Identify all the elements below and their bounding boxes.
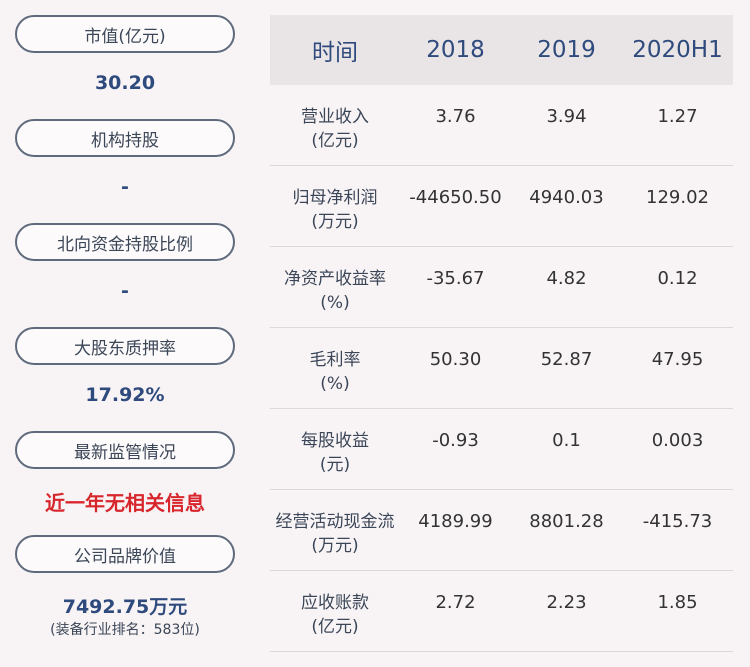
table-cell: 47.95 xyxy=(651,349,704,370)
brand-value-label: 公司品牌价值 xyxy=(15,535,235,573)
financial-table: 时间 2018 2019 2020H1 营业收入 (亿元) 3.76 3.94 1… xyxy=(270,15,733,652)
institution-holding-label: 机构持股 xyxy=(15,119,235,157)
table-cell: 0.003 xyxy=(651,430,704,451)
table-row: 经营活动现金流 (万元) 4189.99 8801.28 -415.73 xyxy=(270,490,733,571)
table-row: 每股收益 (元) -0.93 0.1 0.003 xyxy=(270,409,733,490)
northbound-ratio-value: - xyxy=(121,280,129,302)
market-cap-value: 30.20 xyxy=(94,72,156,94)
table-cell: 129.02 xyxy=(646,187,709,208)
row-label: 营业收入 (亿元) xyxy=(301,107,369,151)
table-cell: 1.27 xyxy=(657,106,698,127)
table-cell: 2.23 xyxy=(546,592,587,613)
table-cell: 52.87 xyxy=(540,349,593,370)
row-label: 应收账款 (亿元) xyxy=(301,593,369,637)
institution-holding-value: - xyxy=(121,176,129,198)
header-2019: 2019 xyxy=(537,37,596,63)
table-row: 毛利率 (%) 50.30 52.87 47.95 xyxy=(270,328,733,409)
table-cell: 3.76 xyxy=(435,106,476,127)
header-2018: 2018 xyxy=(426,37,485,63)
table-cell: 4189.99 xyxy=(418,511,493,532)
table-cell: 8801.28 xyxy=(529,511,604,532)
brand-rank-note: (装备行业排名：583位) xyxy=(50,622,200,638)
table-cell: -415.73 xyxy=(642,511,713,532)
brand-value-value: 7492.75万元 xyxy=(62,596,188,618)
regulatory-status-value: 近一年无相关信息 xyxy=(45,491,205,515)
table-cell: -0.93 xyxy=(432,430,479,451)
row-label: 归母净利润 (万元) xyxy=(292,188,378,232)
row-label: 净资产收益率 (%) xyxy=(284,269,386,313)
pledge-ratio-value: 17.92% xyxy=(85,384,165,406)
market-cap-label: 市值(亿元) xyxy=(15,15,235,53)
pledge-ratio-label: 大股东质押率 xyxy=(15,327,235,365)
table-cell: 1.85 xyxy=(657,592,698,613)
table-header: 时间 2018 2019 2020H1 xyxy=(270,15,733,85)
header-time: 时间 xyxy=(312,40,358,66)
table-cell: -35.67 xyxy=(426,268,485,289)
row-label: 每股收益 (元) xyxy=(301,431,369,475)
table-cell: 4940.03 xyxy=(529,187,604,208)
table-cell: 3.94 xyxy=(546,106,587,127)
row-label: 经营活动现金流 (万元) xyxy=(275,512,395,556)
northbound-ratio-label: 北向资金持股比例 xyxy=(15,223,235,261)
header-2020h1: 2020H1 xyxy=(632,37,723,63)
table-row: 净资产收益率 (%) -35.67 4.82 0.12 xyxy=(270,247,733,328)
table-cell: 0.1 xyxy=(552,430,581,451)
table-row: 归母净利润 (万元) -44650.50 4940.03 129.02 xyxy=(270,166,733,247)
table-row: 营业收入 (亿元) 3.76 3.94 1.27 xyxy=(270,85,733,166)
table-cell: 4.82 xyxy=(546,268,587,289)
table-cell: 0.12 xyxy=(657,268,698,289)
table-cell: 50.30 xyxy=(429,349,482,370)
table-row: 应收账款 (亿元) 2.72 2.23 1.85 xyxy=(270,571,733,652)
regulatory-status-label: 最新监管情况 xyxy=(15,431,235,469)
table-cell: 2.72 xyxy=(435,592,476,613)
table-cell: -44650.50 xyxy=(409,187,502,208)
row-label: 毛利率 (%) xyxy=(309,350,361,394)
